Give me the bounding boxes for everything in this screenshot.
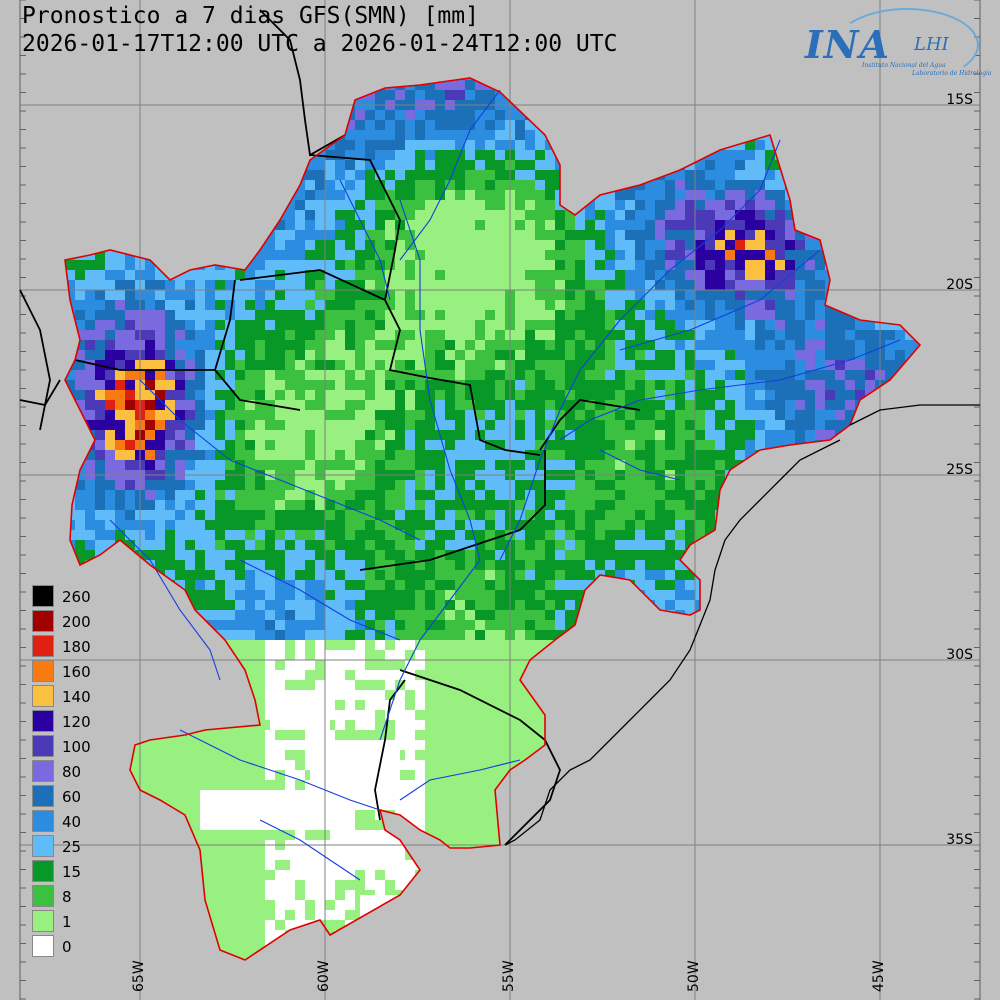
- legend-swatch: [32, 810, 54, 832]
- map-title: Pronostico a 7 dias GFS(SMN) [mm]: [22, 3, 479, 29]
- ina-logo: INA LHI Instituto Nacional del Agua Labo…: [800, 8, 992, 88]
- legend-label: 0: [62, 938, 72, 956]
- legend-item: 8: [32, 885, 102, 910]
- country-border-line: [359, 450, 546, 571]
- country-border-line: [259, 9, 346, 157]
- logo-arc-icon: [835, 8, 979, 82]
- legend-label: 160: [62, 663, 91, 681]
- legend-item: 40: [32, 810, 102, 835]
- lon-label-65w: 65W: [131, 960, 147, 992]
- legend-swatch: [32, 910, 54, 932]
- logo-lhi-text: LHI: [914, 34, 949, 55]
- legend-item: 80: [32, 760, 102, 785]
- legend-item: 25: [32, 835, 102, 860]
- legend-label: 140: [62, 688, 91, 706]
- legend-label: 100: [62, 738, 91, 756]
- lon-label-60w: 60W: [316, 960, 332, 992]
- legend-label: 260: [62, 588, 91, 606]
- basin-outline: [64, 77, 922, 961]
- country-border-line: [19, 379, 61, 407]
- legend-label: 15: [62, 863, 82, 881]
- lat-label-25s: 25S: [946, 462, 973, 478]
- no-rain-area: [330, 830, 400, 870]
- legend-item: 60: [32, 785, 102, 810]
- logo-subtitle: Instituto Nacional del Agua: [862, 62, 946, 69]
- legend-item: 1: [32, 910, 102, 935]
- legend-item: 120: [32, 710, 102, 735]
- legend-item: 0: [32, 935, 102, 960]
- river-line: [239, 559, 401, 641]
- country-border-line: [19, 289, 51, 431]
- no-rain-area: [270, 690, 330, 730]
- legend-swatch: [32, 760, 54, 782]
- river-line: [339, 179, 391, 301]
- legend-item: 100: [32, 735, 102, 760]
- river-line: [379, 199, 481, 741]
- no-rain-area: [290, 850, 330, 880]
- river-line: [179, 729, 381, 811]
- rivers: [109, 89, 901, 881]
- lat-label-20s: 20S: [946, 277, 973, 293]
- river-line: [139, 379, 421, 541]
- country-border-line: [309, 154, 541, 456]
- legend-swatch: [32, 885, 54, 907]
- legend-label: 25: [62, 838, 82, 856]
- lon-label-45w: 45W: [871, 960, 887, 992]
- river-line: [259, 819, 361, 881]
- logo-subtitle-lab: Laboratorio de Hidrología: [912, 70, 992, 77]
- lat-label-35s: 35S: [946, 832, 973, 848]
- legend-swatch: [32, 610, 54, 632]
- legend-swatch: [32, 585, 54, 607]
- map-date-range: 2026-01-17T12:00 UTC a 2026-01-24T12:00 …: [22, 31, 618, 57]
- legend-item: 160: [32, 660, 102, 685]
- country-border-line: [399, 669, 561, 846]
- country-border-line: [74, 359, 215, 371]
- logo-ina-text: INA: [805, 22, 890, 67]
- legend-swatch: [32, 835, 54, 857]
- river-line: [499, 139, 781, 561]
- no-rain-area: [360, 895, 410, 925]
- river-line: [399, 89, 501, 261]
- river-line: [599, 449, 681, 481]
- legend-item: 200: [32, 610, 102, 635]
- legend-label: 8: [62, 888, 72, 906]
- legend-swatch: [32, 710, 54, 732]
- legend-swatch: [32, 785, 54, 807]
- precipitation-field: [65, 78, 920, 960]
- legend-swatch: [32, 685, 54, 707]
- legend-label: 200: [62, 613, 91, 631]
- river-line: [619, 249, 821, 351]
- river-line: [559, 339, 901, 441]
- legend-item: 180: [32, 635, 102, 660]
- no-rain-area: [310, 740, 400, 810]
- legend-item: 15: [32, 860, 102, 885]
- legend-item: 260: [32, 585, 102, 610]
- legend-swatch: [32, 735, 54, 757]
- legend-label: 60: [62, 788, 82, 806]
- legend-swatch: [32, 860, 54, 882]
- river-line: [399, 759, 521, 801]
- lat-label-30s: 30S: [946, 647, 973, 663]
- legend-item: 140: [32, 685, 102, 710]
- legend-swatch: [32, 660, 54, 682]
- legend-label: 120: [62, 713, 91, 731]
- lat-label-15s: 15S: [946, 92, 973, 108]
- lon-label-55w: 55W: [501, 960, 517, 992]
- legend-label: 80: [62, 763, 82, 781]
- country-border-line: [239, 269, 386, 301]
- no-rain-area: [200, 790, 320, 830]
- legend-label: 40: [62, 813, 82, 831]
- coastline: [504, 404, 980, 846]
- legend-swatch: [32, 635, 54, 657]
- precipitation-legend: 260 200 180 160 140 120 100 80 60 40 25 15 8 1 0: [32, 585, 102, 960]
- river-line: [109, 519, 221, 681]
- lon-label-50w: 50W: [686, 960, 702, 992]
- legend-swatch: [32, 935, 54, 957]
- legend-label: 1: [62, 913, 72, 931]
- legend-label: 180: [62, 638, 91, 656]
